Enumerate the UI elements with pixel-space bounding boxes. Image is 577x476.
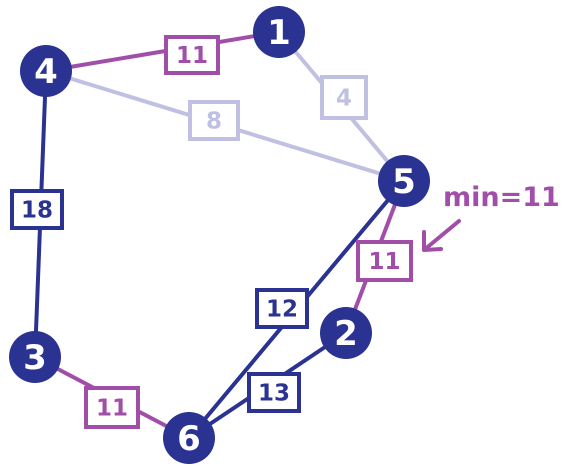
- edge-weight-4-1: 11: [164, 35, 220, 75]
- edge-weight-5-2: 11: [356, 240, 413, 282]
- weight-box: [164, 35, 220, 75]
- weight-label: 11: [368, 249, 400, 275]
- weight-label: 13: [258, 381, 290, 407]
- edge-weight-4-3: 18: [10, 189, 64, 230]
- node-1: 1: [253, 6, 305, 58]
- node-label: 2: [334, 314, 358, 354]
- annotation-arrow-icon: [422, 219, 461, 252]
- node-3: 3: [9, 331, 61, 383]
- node-4: 4: [20, 45, 72, 97]
- weight-box: [84, 386, 140, 429]
- weight-box: [188, 100, 240, 141]
- node-2: 2: [320, 307, 372, 359]
- edge-weight-1-5: 4: [320, 75, 368, 120]
- node-label: 1: [267, 13, 291, 53]
- weight-label: 4: [336, 86, 352, 112]
- node-label: 4: [34, 52, 58, 92]
- node-label: 5: [392, 162, 416, 202]
- edge-weight-5-6: 12: [255, 288, 309, 329]
- weight-box: [255, 288, 309, 329]
- node-6: 6: [163, 412, 215, 464]
- edge-weight-4-5: 8: [188, 100, 240, 141]
- node-circle: [20, 45, 72, 97]
- node-circle: [9, 331, 61, 383]
- edge-weight-2-6: 13: [247, 372, 301, 413]
- weight-label: 18: [21, 198, 53, 224]
- node-label: 6: [177, 419, 201, 459]
- node-circle: [163, 412, 215, 464]
- weight-box: [356, 240, 413, 282]
- edge-weights-layer: 11 4 8 18 12 11 13 11: [10, 35, 413, 429]
- node-circle: [253, 6, 305, 58]
- weight-label: 11: [176, 43, 208, 69]
- node-label: 3: [23, 338, 47, 378]
- edge-weight-3-6: 11: [84, 386, 140, 429]
- weight-label: 8: [206, 109, 222, 135]
- weight-label: 12: [266, 297, 298, 323]
- weight-box: [247, 372, 301, 413]
- node-circle: [320, 307, 372, 359]
- node-5: 5: [378, 155, 430, 207]
- annotation: min=11: [422, 182, 560, 252]
- min-annotation-text: min=11: [443, 182, 560, 213]
- weight-label: 11: [96, 396, 128, 422]
- node-circle: [378, 155, 430, 207]
- weight-box: [320, 75, 368, 120]
- weight-box: [10, 189, 64, 230]
- edge-4-1: [44, 30, 281, 73]
